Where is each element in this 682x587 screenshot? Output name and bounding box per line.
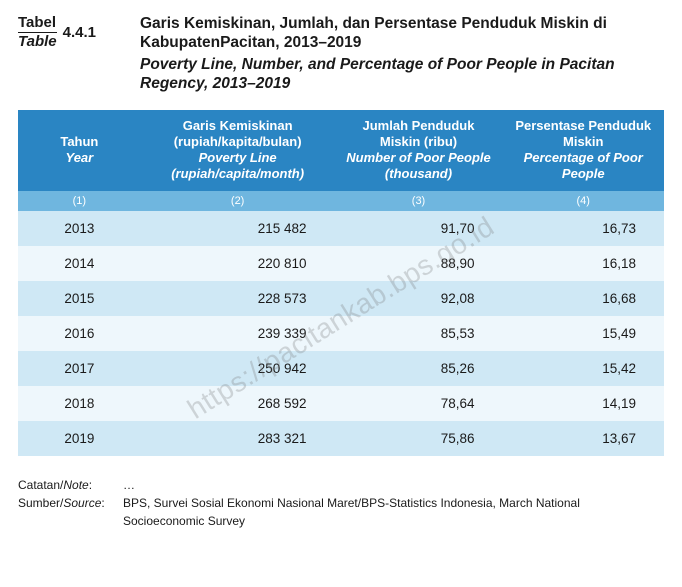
cell-value: 250 942 xyxy=(141,351,335,386)
cell-year: 2015 xyxy=(18,281,141,316)
cell-year: 2017 xyxy=(18,351,141,386)
table-body: 2013215 48291,7016,732014220 81088,9016,… xyxy=(18,211,664,456)
cell-value: 215 482 xyxy=(141,211,335,246)
poverty-table: TahunYearGaris Kemiskinan (rupiah/kapita… xyxy=(18,110,664,456)
label-bottom: Table xyxy=(18,33,57,50)
cell-year: 2019 xyxy=(18,421,141,456)
cell-value: 75,86 xyxy=(335,421,503,456)
table-label-group: Tabel Table 4.4.1 xyxy=(18,14,118,51)
table-label: Tabel Table xyxy=(18,14,57,51)
header-row: TahunYearGaris Kemiskinan (rupiah/kapita… xyxy=(18,110,664,191)
column-header: TahunYear xyxy=(18,110,141,191)
table-row: 2013215 48291,7016,73 xyxy=(18,211,664,246)
cell-value: 283 321 xyxy=(141,421,335,456)
column-header: Garis Kemiskinan (rupiah/kapita/bulan)Po… xyxy=(141,110,335,191)
cell-year: 2016 xyxy=(18,316,141,351)
source-value: BPS, Survei Sosial Ekonomi Nasional Mare… xyxy=(123,494,664,530)
cell-value: 228 573 xyxy=(141,281,335,316)
title-id: Garis Kemiskinan, Jumlah, dan Persentase… xyxy=(140,14,664,53)
cell-value: 91,70 xyxy=(335,211,503,246)
note-label: Catatan/Note: xyxy=(18,476,113,494)
table-row: 2014220 81088,9016,18 xyxy=(18,246,664,281)
title-en: Poverty Line, Number, and Percentage of … xyxy=(140,55,664,94)
table-row: 2016239 33985,5315,49 xyxy=(18,316,664,351)
footer-note: Catatan/Note: … xyxy=(18,476,664,494)
column-header: Jumlah Penduduk Miskin (ribu)Number of P… xyxy=(335,110,503,191)
subheader-row: (1)(2)(3)(4) xyxy=(18,191,664,211)
cell-value: 16,18 xyxy=(502,246,664,281)
table-row: 2015228 57392,0816,68 xyxy=(18,281,664,316)
label-top: Tabel xyxy=(18,14,57,33)
footer: Catatan/Note: … Sumber/Source: BPS, Surv… xyxy=(18,476,664,530)
column-subheader: (3) xyxy=(335,191,503,211)
cell-value: 13,67 xyxy=(502,421,664,456)
cell-value: 16,68 xyxy=(502,281,664,316)
cell-year: 2013 xyxy=(18,211,141,246)
table-row: 2019283 32175,8613,67 xyxy=(18,421,664,456)
cell-value: 239 339 xyxy=(141,316,335,351)
cell-value: 88,90 xyxy=(335,246,503,281)
column-subheader: (1) xyxy=(18,191,141,211)
cell-value: 85,26 xyxy=(335,351,503,386)
cell-year: 2014 xyxy=(18,246,141,281)
cell-value: 15,49 xyxy=(502,316,664,351)
cell-value: 92,08 xyxy=(335,281,503,316)
cell-value: 15,42 xyxy=(502,351,664,386)
cell-value: 220 810 xyxy=(141,246,335,281)
column-subheader: (2) xyxy=(141,191,335,211)
cell-year: 2018 xyxy=(18,386,141,421)
cell-value: 268 592 xyxy=(141,386,335,421)
cell-value: 16,73 xyxy=(502,211,664,246)
table-row: 2018268 59278,6414,19 xyxy=(18,386,664,421)
table-header-block: Tabel Table 4.4.1 Garis Kemiskinan, Juml… xyxy=(18,14,664,94)
column-header: Persentase Penduduk MiskinPercentage of … xyxy=(502,110,664,191)
cell-value: 85,53 xyxy=(335,316,503,351)
table-row: 2017250 94285,2615,42 xyxy=(18,351,664,386)
source-label: Sumber/Source: xyxy=(18,494,113,530)
cell-value: 78,64 xyxy=(335,386,503,421)
table-number: 4.4.1 xyxy=(63,24,96,41)
column-subheader: (4) xyxy=(502,191,664,211)
cell-value: 14,19 xyxy=(502,386,664,421)
footer-source: Sumber/Source: BPS, Survei Sosial Ekonom… xyxy=(18,494,664,530)
table-titles: Garis Kemiskinan, Jumlah, dan Persentase… xyxy=(140,14,664,94)
note-value: … xyxy=(123,476,135,494)
